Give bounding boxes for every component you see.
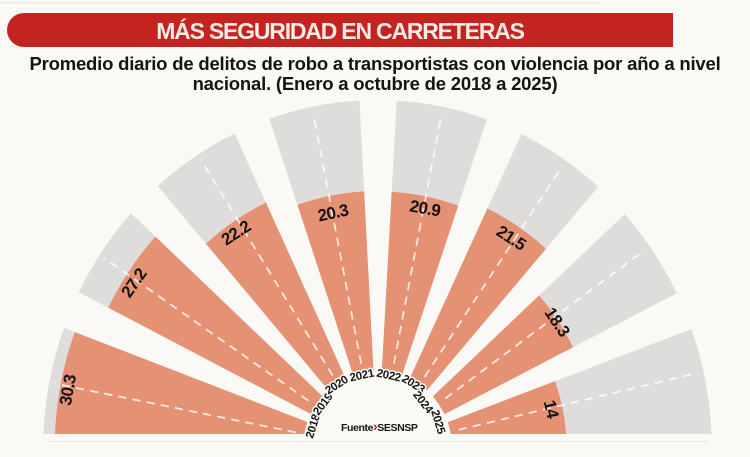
svg-text:Fuente›SESNSP: Fuente›SESNSP <box>341 418 418 434</box>
svg-text:14: 14 <box>540 398 563 421</box>
